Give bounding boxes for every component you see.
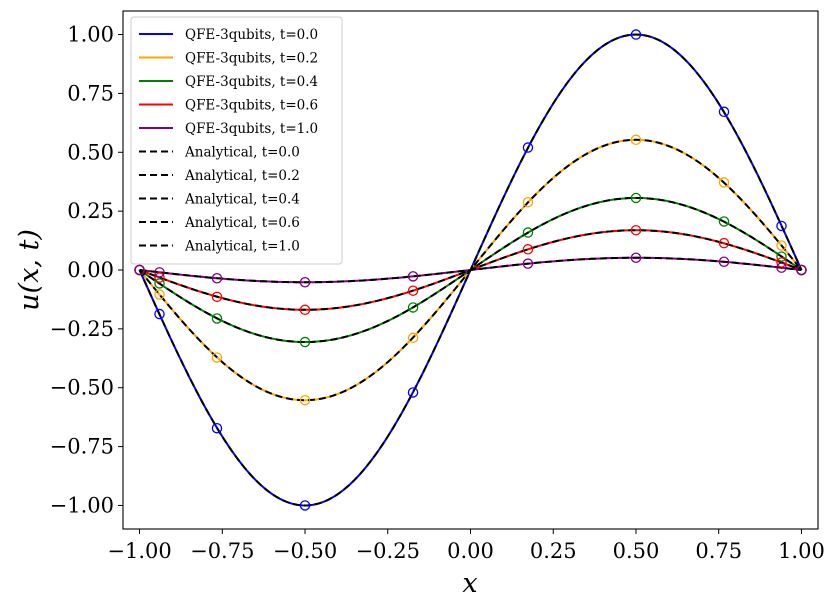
marker-qfe-3qubits-t-1-0 <box>718 256 730 268</box>
marker-qfe-3qubits-t-0-2 <box>211 352 223 363</box>
y-tick-label: −0.75 <box>50 435 114 459</box>
y-axis-ticks: −1.00 −0.75 −0.50 −0.25 0.00 0.25 0.50 0.75 1.00 <box>50 23 123 517</box>
marker-qfe-3qubits-t-1-0 <box>211 272 223 284</box>
marker-qfe-3qubits-t-0-2 <box>718 177 730 188</box>
marker-qfe-3qubits-t-0-6 <box>407 285 419 296</box>
marker-qfe-3qubits-t-1-0 <box>776 262 787 273</box>
marker-qfe-3qubits-t-0-4 <box>776 251 787 262</box>
legend-label-analytical-t-0-0: Analytical, t=0.0 <box>184 145 300 161</box>
series-line-analytical-t-1-0 <box>139 256 802 284</box>
y-axis-label: u(x, t) <box>14 229 45 311</box>
x-axis-ticks: −1.00 −0.75 −0.50 −0.25 0.00 0.25 0.50 0.75 1.00 <box>107 529 825 563</box>
marker-qfe-3qubits-t-1-0 <box>522 258 534 269</box>
legend-label-qfe-3qubits-t-0-6: QFE-3qubits, t=0.6 <box>185 98 318 114</box>
marker-qfe-3qubits-t-0-0 <box>522 142 534 153</box>
x-tick-label: 0.25 <box>530 539 577 563</box>
marker-qfe-3qubits-t-0-0 <box>776 220 787 232</box>
marker-qfe-3qubits-t-0-4 <box>630 192 642 204</box>
marker-qfe-3qubits-t-0-6 <box>522 244 534 255</box>
marker-qfe-3qubits-t-0-6 <box>718 237 730 249</box>
marker-qfe-3qubits-t-0-0 <box>718 106 730 118</box>
x-tick-label: 0.00 <box>447 539 494 563</box>
marker-qfe-3qubits-t-0-0 <box>211 422 223 434</box>
legend-label-qfe-3qubits-t-0-0: QFE-3qubits, t=0.0 <box>185 27 318 43</box>
marker-qfe-3qubits-t-0-4 <box>407 302 419 313</box>
marker-qfe-3qubits-t-0-4 <box>211 313 223 324</box>
marker-qfe-3qubits-t-1-0 <box>154 267 165 278</box>
x-tick-label: 0.75 <box>695 539 742 563</box>
marker-qfe-3qubits-t-1-0 <box>299 276 311 288</box>
legend-label-qfe-3qubits-t-0-4: QFE-3qubits, t=0.4 <box>185 74 318 90</box>
legend-label-analytical-t-0-2: Analytical, t=0.2 <box>184 168 300 184</box>
marker-qfe-3qubits-t-1-0 <box>407 271 419 282</box>
legend-label-qfe-3qubits-t-0-2: QFE-3qubits, t=0.2 <box>185 51 318 67</box>
marker-qfe-3qubits-t-0-4 <box>522 227 534 238</box>
marker-qfe-3qubits-t-0-4 <box>718 216 730 227</box>
markers-layer <box>134 29 807 511</box>
y-tick-label: 0.75 <box>67 81 114 105</box>
x-tick-label: 0.50 <box>613 539 660 563</box>
marker-qfe-3qubits-t-0-2 <box>299 394 311 406</box>
marker-qfe-3qubits-t-0-0 <box>407 387 419 398</box>
marker-qfe-3qubits-t-0-6 <box>154 272 165 283</box>
marker-qfe-3qubits-t-0-0 <box>154 308 165 320</box>
marker-qfe-3qubits-t-0-2 <box>630 134 642 146</box>
marker-qfe-3qubits-t-1-0 <box>796 264 807 276</box>
marker-qfe-3qubits-t-0-6 <box>211 291 223 303</box>
y-tick-label: 0.25 <box>67 199 114 223</box>
marker-qfe-3qubits-t-0-0 <box>630 29 642 40</box>
y-tick-label: 1.00 <box>67 23 114 47</box>
marker-qfe-3qubits-t-0-0 <box>299 500 311 511</box>
x-axis-label: x <box>462 568 477 599</box>
x-tick-label: −0.50 <box>273 539 337 563</box>
y-tick-label: −0.50 <box>50 376 114 400</box>
marker-qfe-3qubits-t-1-0 <box>134 264 145 276</box>
x-tick-label: 1.00 <box>778 539 825 563</box>
marker-qfe-3qubits-t-0-4 <box>154 278 165 289</box>
marker-qfe-3qubits-t-0-4 <box>299 336 311 348</box>
legend-label-qfe-3qubits-t-1-0: QFE-3qubits, t=1.0 <box>185 121 318 137</box>
marker-qfe-3qubits-t-1-0 <box>630 252 642 264</box>
marker-qfe-3qubits-t-0-6 <box>776 257 787 268</box>
y-tick-label: 0.50 <box>67 140 114 164</box>
x-tick-label: −1.00 <box>107 539 171 563</box>
x-tick-label: −0.25 <box>356 539 420 563</box>
marker-qfe-3qubits-t-0-2 <box>407 332 419 344</box>
marker-qfe-3qubits-t-0-6 <box>630 224 642 236</box>
legend-label-analytical-t-0-4: Analytical, t=0.4 <box>184 192 300 208</box>
legend: QFE-3qubits, t=0.0 QFE-3qubits, t=0.2 QFE-… <box>130 16 343 265</box>
legend-label-analytical-t-1-0: Analytical, t=1.0 <box>184 239 300 255</box>
curves-layer <box>138 33 803 507</box>
y-tick-label: 0.00 <box>67 258 114 282</box>
marker-qfe-3qubits-t-0-6 <box>299 304 311 316</box>
y-tick-label: −1.00 <box>50 493 114 517</box>
legend-box <box>130 16 343 265</box>
marker-qfe-3qubits-t-0-2 <box>154 289 165 300</box>
legend-label-analytical-t-0-6: Analytical, t=0.6 <box>184 215 300 231</box>
marker-qfe-3qubits-t-0-2 <box>776 240 787 251</box>
y-tick-label: −0.25 <box>50 317 114 341</box>
x-tick-label: −0.75 <box>190 539 254 563</box>
marker-qfe-3qubits-t-0-2 <box>522 196 534 208</box>
